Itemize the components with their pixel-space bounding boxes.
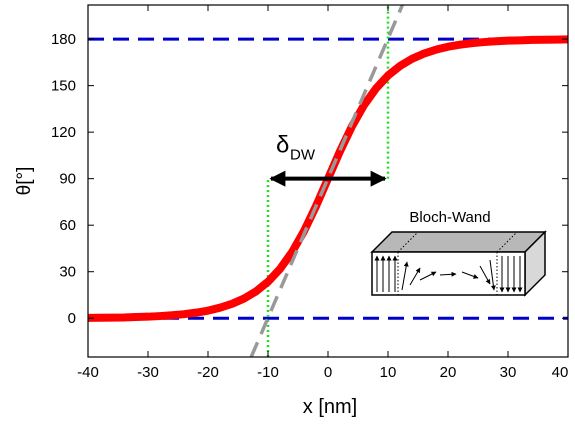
y-tick-label: 60 [59,217,76,234]
x-tick-label: 0 [324,364,332,381]
x-tick-label: -40 [77,364,99,381]
y-tick-label: 150 [51,78,76,95]
y-tick-label: 0 [68,310,76,327]
x-tick-label: -20 [197,364,219,381]
data-line [249,5,405,357]
arrow-label-subscript: DW [290,147,316,164]
arrow-label: δ [276,132,289,159]
x-tick-label: 30 [500,364,517,381]
y-axis-label: θ[°] [14,167,35,196]
x-tick-label: -10 [257,364,279,381]
y-tick-label: 180 [51,31,76,48]
y-tick-label: 30 [59,264,76,281]
x-axis-label: x [nm] [303,396,357,418]
x-tick-label: 40 [552,364,569,381]
x-tick-label: 20 [440,364,457,381]
plot-area [88,5,568,357]
x-tick-label: 10 [380,364,397,381]
y-tick-label: 90 [59,171,76,188]
inset-label: Bloch-Wand [409,209,490,226]
y-tick-label: 120 [51,124,76,141]
x-tick-label: -30 [137,364,159,381]
bloch-wall-inset: Bloch-Wand [370,209,547,297]
